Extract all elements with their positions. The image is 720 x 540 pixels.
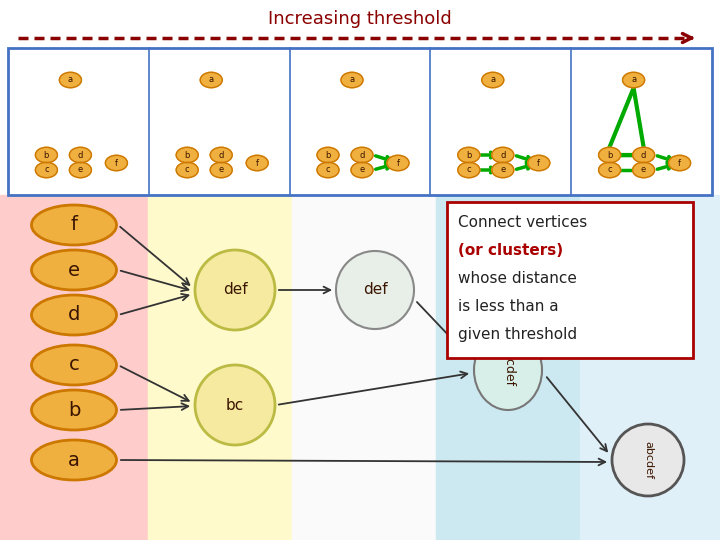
Text: d: d (359, 151, 365, 159)
Text: b: b (607, 151, 612, 159)
Ellipse shape (69, 163, 91, 178)
Ellipse shape (492, 163, 514, 178)
Ellipse shape (69, 147, 91, 163)
Ellipse shape (474, 330, 542, 410)
Ellipse shape (210, 163, 232, 178)
Text: e: e (219, 165, 224, 174)
Text: c: c (325, 165, 330, 174)
Ellipse shape (351, 163, 373, 178)
Text: a: a (209, 76, 214, 84)
Text: abcdef: abcdef (643, 441, 653, 479)
Ellipse shape (317, 163, 339, 178)
Text: def: def (222, 282, 247, 298)
Ellipse shape (336, 251, 414, 329)
Text: f: f (256, 159, 258, 167)
Text: c: c (467, 165, 471, 174)
Ellipse shape (105, 156, 127, 171)
Ellipse shape (246, 156, 269, 171)
FancyBboxPatch shape (8, 48, 712, 195)
Ellipse shape (633, 147, 654, 163)
Ellipse shape (32, 390, 117, 430)
Ellipse shape (528, 156, 550, 171)
Text: is less than a: is less than a (458, 299, 559, 314)
Bar (580, 195, 720, 540)
Text: d: d (500, 151, 505, 159)
Ellipse shape (317, 147, 339, 163)
Ellipse shape (612, 424, 684, 496)
Ellipse shape (598, 163, 621, 178)
Text: d: d (68, 306, 80, 325)
Text: b: b (466, 151, 472, 159)
Text: def: def (363, 282, 387, 298)
Text: a: a (349, 76, 354, 84)
Text: e: e (641, 165, 647, 174)
Text: a: a (631, 76, 636, 84)
Text: whose distance: whose distance (458, 271, 577, 286)
Text: f: f (397, 159, 400, 167)
Text: a: a (68, 76, 73, 84)
Ellipse shape (669, 156, 690, 171)
Text: bcdef: bcdef (502, 353, 515, 388)
Text: Connect vertices: Connect vertices (458, 215, 588, 230)
FancyBboxPatch shape (447, 202, 693, 358)
Text: f: f (678, 159, 681, 167)
Text: f: f (71, 215, 78, 234)
Text: c: c (44, 165, 49, 174)
Text: b: b (68, 401, 80, 420)
Text: d: d (78, 151, 83, 159)
Ellipse shape (35, 147, 58, 163)
Ellipse shape (32, 205, 117, 245)
Text: b: b (325, 151, 330, 159)
Ellipse shape (176, 147, 198, 163)
Text: d: d (641, 151, 647, 159)
Ellipse shape (492, 147, 514, 163)
Text: Increasing threshold: Increasing threshold (268, 10, 452, 28)
Text: c: c (607, 165, 612, 174)
Ellipse shape (482, 72, 504, 87)
Ellipse shape (195, 250, 275, 330)
Ellipse shape (633, 163, 654, 178)
Text: (or clusters): (or clusters) (458, 243, 563, 258)
Ellipse shape (32, 345, 117, 385)
Ellipse shape (387, 156, 409, 171)
Text: a: a (68, 450, 80, 469)
Bar (436, 195, 580, 540)
Ellipse shape (458, 163, 480, 178)
Text: e: e (78, 165, 83, 174)
Text: c: c (185, 165, 189, 174)
Ellipse shape (623, 72, 644, 87)
Text: e: e (68, 260, 80, 280)
Ellipse shape (195, 365, 275, 445)
Text: b: b (184, 151, 190, 159)
Text: e: e (500, 165, 505, 174)
Ellipse shape (200, 72, 222, 87)
Ellipse shape (351, 147, 373, 163)
Ellipse shape (598, 147, 621, 163)
Ellipse shape (32, 295, 117, 335)
Text: given threshold: given threshold (458, 327, 577, 342)
Text: f: f (537, 159, 540, 167)
Bar (148, 195, 292, 540)
Ellipse shape (32, 250, 117, 290)
Ellipse shape (60, 72, 81, 87)
Text: b: b (44, 151, 49, 159)
Bar (292, 195, 436, 540)
Text: e: e (359, 165, 364, 174)
Text: bc: bc (226, 397, 244, 413)
Text: f: f (115, 159, 118, 167)
Text: c: c (68, 355, 79, 375)
Ellipse shape (35, 163, 58, 178)
Ellipse shape (341, 72, 363, 87)
Ellipse shape (176, 163, 198, 178)
Text: a: a (490, 76, 495, 84)
Bar (0, 195, 148, 540)
Ellipse shape (32, 440, 117, 480)
Ellipse shape (458, 147, 480, 163)
Text: d: d (218, 151, 224, 159)
Ellipse shape (210, 147, 232, 163)
